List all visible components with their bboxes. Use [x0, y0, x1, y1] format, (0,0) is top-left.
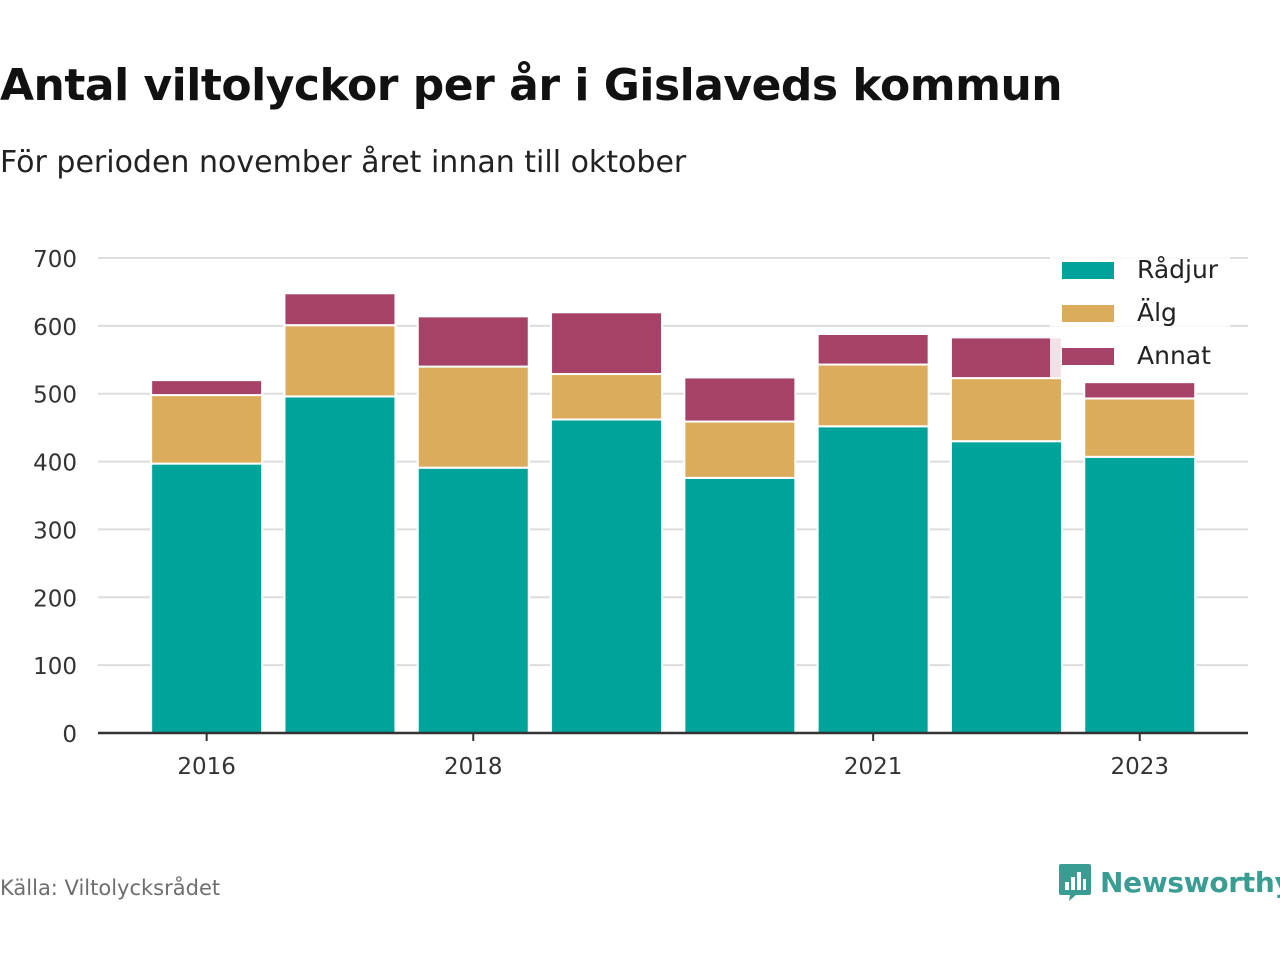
x-tick-label: 2023 [1110, 754, 1169, 780]
bar--lg-2023 [1083, 397, 1197, 458]
brand-logo: Newsworthy [1058, 862, 1280, 902]
y-tick-label: 100 [33, 654, 77, 680]
bar-r-djur-2017 [283, 395, 397, 734]
y-tick-label: 200 [33, 586, 77, 612]
bar--lg-2020 [683, 420, 797, 479]
y-tick-label: 400 [33, 451, 77, 477]
bar--lg-2022 [949, 377, 1063, 443]
legend-swatch--lg [1062, 305, 1114, 322]
legend-swatch-r-djur [1062, 262, 1114, 279]
legend-swatch-annat [1062, 348, 1114, 365]
bar--lg-2021 [816, 363, 930, 428]
bar-r-djur-2016 [150, 462, 264, 734]
brand-name: Newsworthy [1100, 865, 1280, 899]
bar--lg-2019 [550, 373, 664, 421]
y-tick-label: 0 [62, 722, 77, 748]
bar-r-djur-2019 [550, 418, 664, 734]
chart-subtitle: För perioden november året innan till ok… [0, 145, 687, 180]
bar-annat-2021 [816, 333, 930, 366]
legend-label: Älg [1137, 298, 1177, 327]
x-tick-label: 2018 [444, 754, 503, 780]
bar-annat-2022 [949, 336, 1063, 380]
bar-annat-2017 [283, 292, 397, 327]
bar--lg-2016 [150, 394, 264, 465]
bar-annat-2020 [683, 376, 797, 423]
chart-title: Antal viltolyckor per år i Gislaveds kom… [0, 60, 1063, 111]
y-tick-label: 600 [33, 315, 77, 341]
legend-label: Rådjur [1137, 255, 1219, 284]
bar-annat-2023 [1083, 381, 1197, 400]
bars [150, 292, 1197, 734]
axes: 0 100 200 300 400 500 600 700 2016 2018 2021 2023 [33, 247, 1248, 780]
bar-annat-2018 [416, 315, 530, 368]
newsworthy-logo-icon [1059, 864, 1091, 901]
bar-annat-2016 [150, 379, 264, 397]
bar-r-djur-2018 [416, 466, 530, 734]
bar-r-djur-2021 [816, 425, 930, 734]
x-tick-label: 2016 [177, 754, 236, 780]
bar-annat-2019 [550, 311, 664, 376]
bar--lg-2018 [416, 365, 530, 469]
bar--lg-2017 [283, 324, 397, 398]
y-tick-label: 700 [33, 247, 77, 273]
legend-label: Annat [1137, 341, 1211, 370]
y-tick-label: 500 [33, 383, 77, 409]
source-note: Källa: Viltolycksrådet [0, 876, 221, 900]
bar-r-djur-2023 [1083, 455, 1197, 734]
legend: Rådjur Älg Annat [1050, 248, 1230, 378]
bar-r-djur-2022 [949, 440, 1063, 734]
x-tick-label: 2021 [844, 754, 903, 780]
bar-r-djur-2020 [683, 476, 797, 734]
y-tick-label: 300 [33, 518, 77, 544]
